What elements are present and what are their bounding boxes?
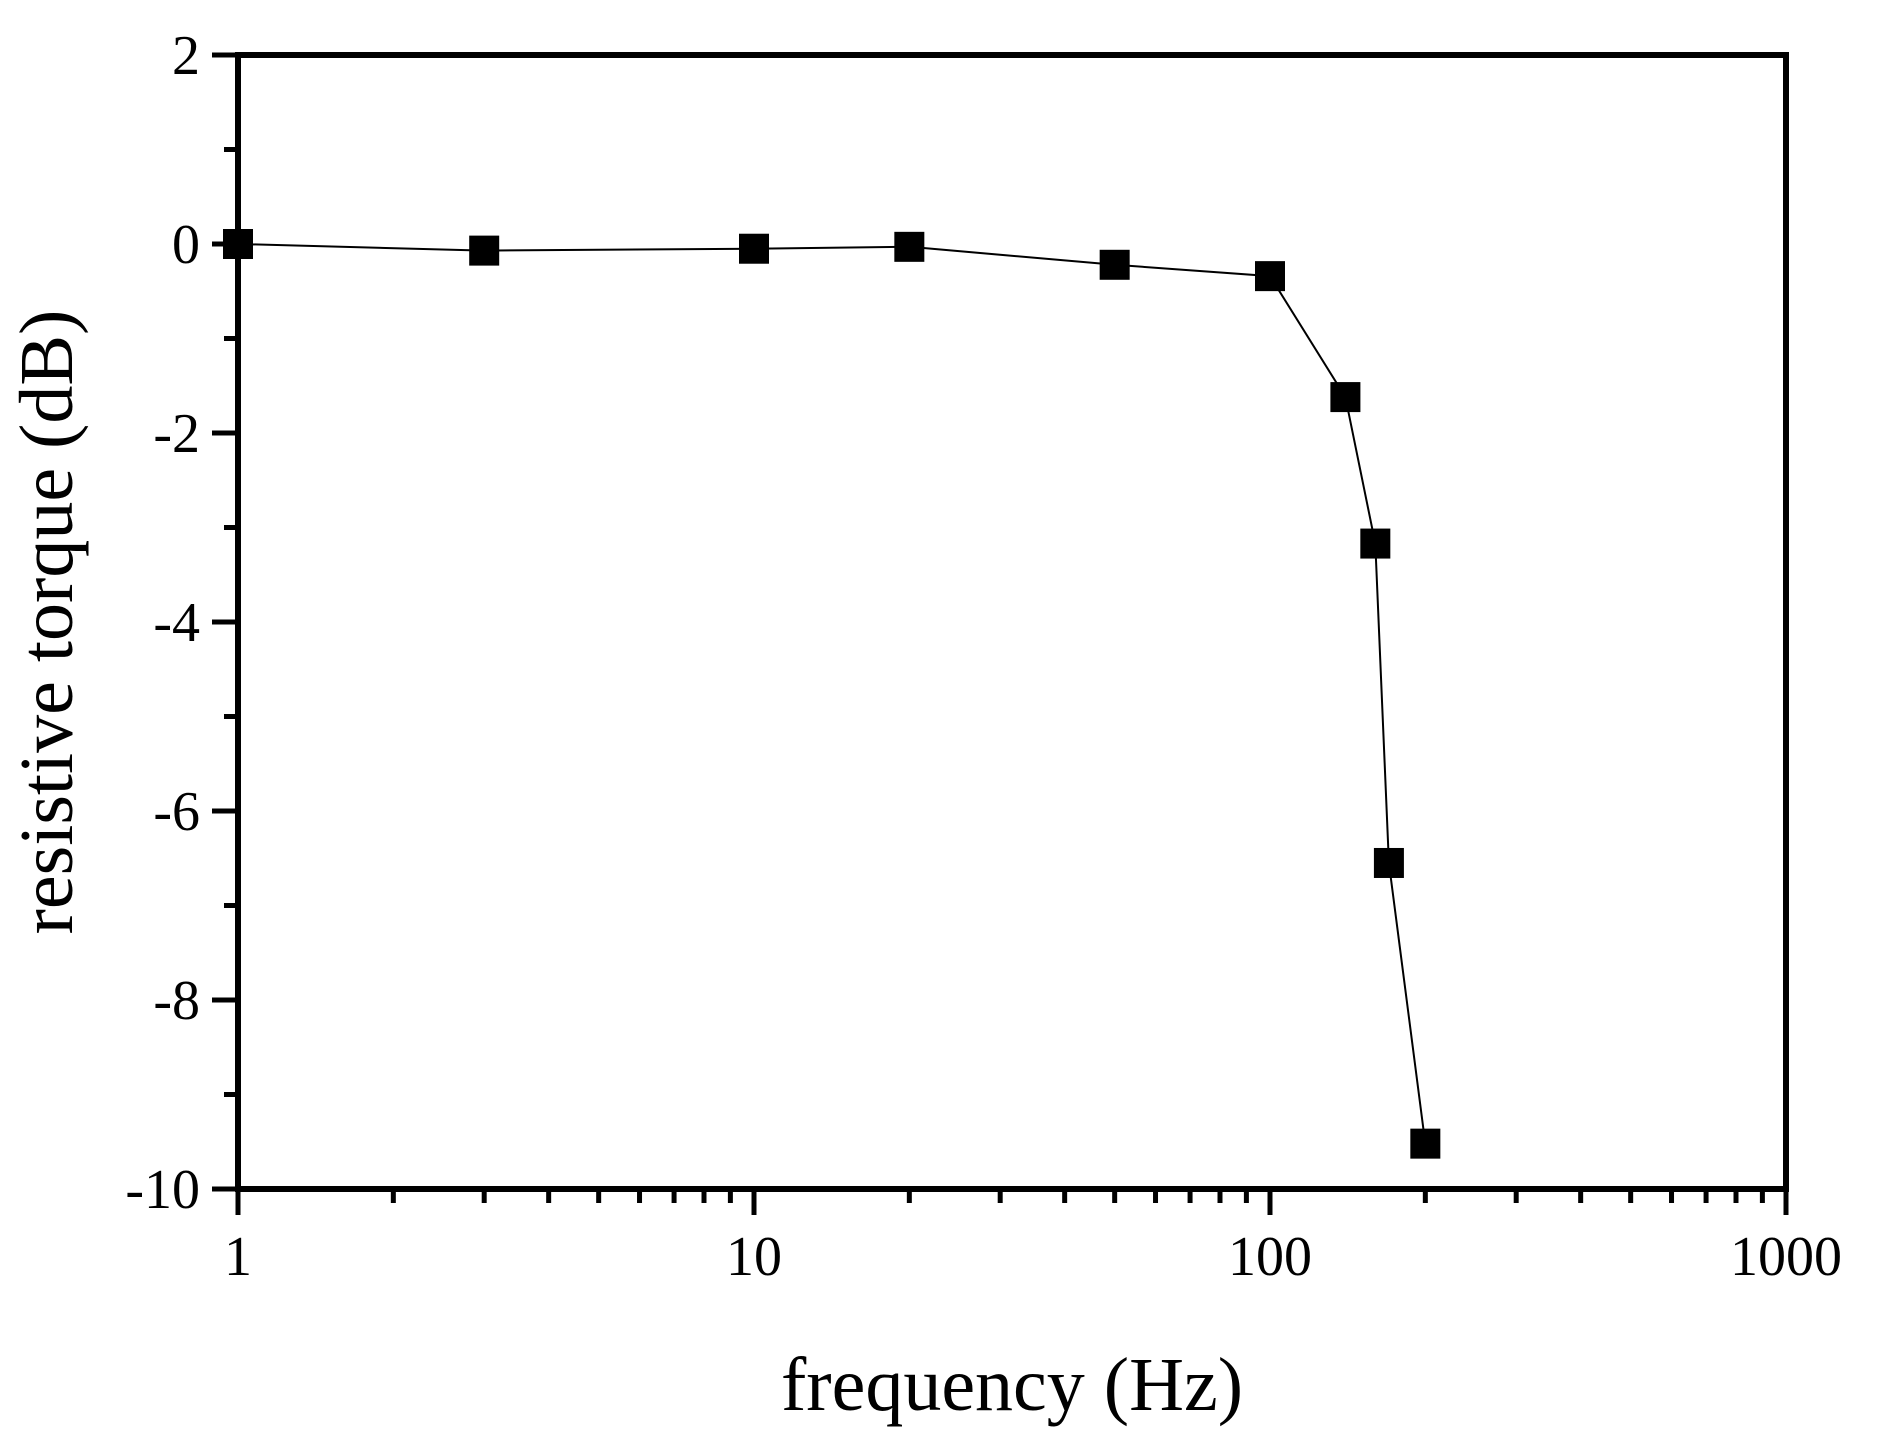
x-tick-label: 100 — [1228, 1226, 1312, 1288]
labels-layer: 2 0 -2 -4 -6 -8 -10 1 10 100 1000 — [125, 25, 1842, 1288]
data-point-marker — [1410, 1128, 1441, 1159]
plot-frame — [235, 52, 1789, 1192]
x-tick-label: 1000 — [1730, 1226, 1842, 1288]
data-point-marker — [469, 235, 500, 266]
y-tick-label: 0 — [172, 214, 200, 276]
data-point-marker — [1330, 382, 1361, 413]
y-axis-title: resistive torque (dB) — [5, 310, 89, 935]
data-point-marker — [1360, 528, 1391, 559]
data-point-marker — [1099, 249, 1130, 280]
series-layer — [223, 229, 1441, 1159]
ticks-layer — [212, 52, 1789, 1215]
y-tick-label: 2 — [172, 25, 200, 87]
y-tick-label: -4 — [153, 592, 200, 654]
data-point-marker — [1373, 847, 1404, 878]
y-tick-label: -10 — [125, 1159, 200, 1221]
x-tick-label: 10 — [726, 1226, 782, 1288]
x-tick-label: 1 — [224, 1226, 252, 1288]
x-axis-title: frequency (Hz) — [781, 1343, 1243, 1427]
series-line — [237, 243, 1427, 1144]
y-tick-label: -8 — [153, 970, 200, 1032]
data-point-marker — [1255, 261, 1285, 292]
y-tick-label: -2 — [153, 403, 200, 465]
data-point-marker — [894, 231, 925, 262]
y-tick-label: -6 — [153, 781, 200, 843]
data-point-marker — [739, 233, 769, 264]
